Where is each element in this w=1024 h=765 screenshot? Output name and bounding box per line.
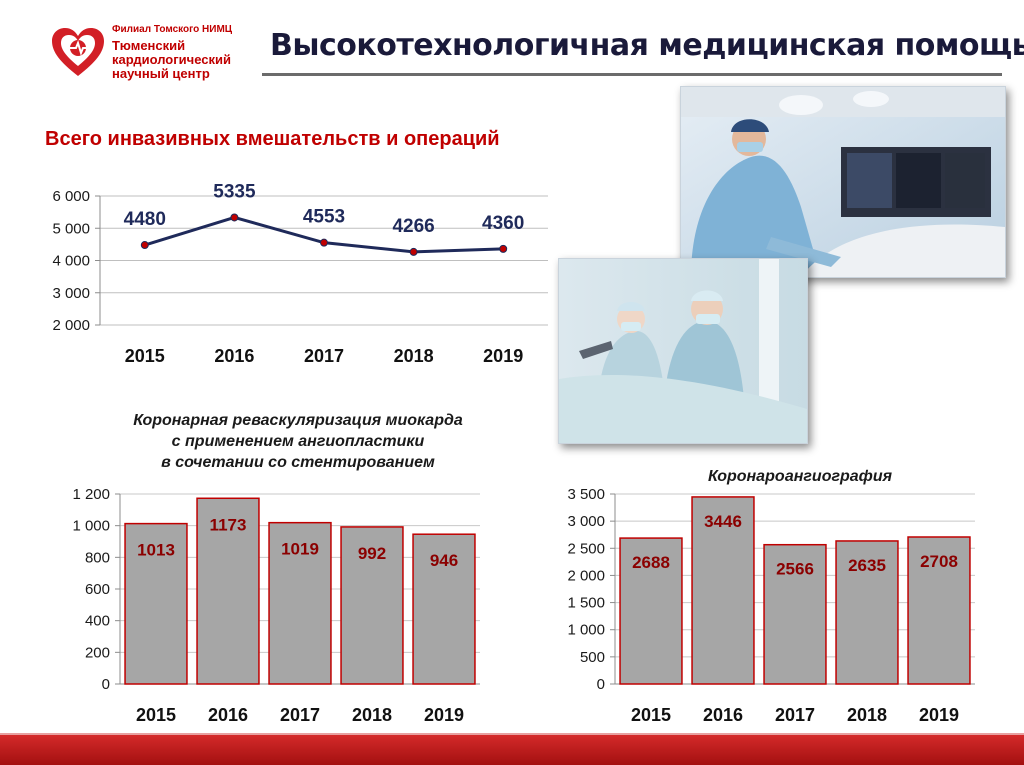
data-label: 946 (430, 551, 458, 570)
bar (268, 521, 332, 685)
y-tick-label: 1 500 (567, 595, 605, 612)
data-label: 1173 (210, 515, 247, 534)
y-tick-label: 1 200 (72, 486, 110, 503)
line-chart: 2 000 3 000 4 000 5 000 6 000 4480 5335 4553 426… (52, 181, 548, 366)
bar-chart-1-title-line: в сочетании со стентированием (161, 454, 435, 471)
x-tick-label: 2016 (703, 705, 743, 725)
bar-chart-2-title: Коронароангиография (707, 468, 893, 485)
logo-name: Тюменский кардиологический научный центр (112, 39, 231, 81)
y-tick-label: 0 (102, 676, 110, 693)
data-label: 4480 (124, 209, 166, 230)
x-tick-label: 2019 (919, 705, 959, 725)
y-tick-label: 3 000 (567, 513, 605, 530)
bar (196, 497, 260, 685)
data-point (320, 238, 328, 247)
data-label: 4553 (303, 207, 345, 228)
logo-name-line: Тюменский (112, 38, 186, 53)
data-label: 5335 (213, 181, 256, 202)
x-tick-label: 2019 (424, 705, 464, 725)
bar (835, 540, 899, 685)
bar-chart-coronary-revascularization: 0 200 400 600 800 1 000 1 200 1013 2015 1173 2016 1… (72, 486, 480, 725)
x-tick-label: 2018 (847, 705, 887, 725)
y-tick-label: 4 000 (52, 253, 90, 270)
surgery-image-icon (559, 259, 807, 443)
logo-name-line: научный центр (112, 66, 210, 81)
data-label: 1019 (281, 540, 319, 559)
bar (124, 522, 188, 685)
x-tick-label: 2016 (208, 705, 248, 725)
y-tick-label: 800 (85, 549, 110, 566)
x-tick-label: 2018 (352, 705, 392, 725)
bar (619, 537, 683, 685)
bar (412, 533, 476, 685)
logo-subtitle: Филиал Томского НИМЦ (112, 24, 233, 35)
x-tick-label: 2015 (125, 346, 165, 366)
surgery-photo-1 (680, 86, 1006, 278)
line-chart-title: Всего инвазивных вмешательств и операций (45, 128, 500, 150)
y-tick-label: 3 000 (52, 285, 90, 302)
bar-chart-1-title-line: Коронарная реваскуляризация миокарда (133, 412, 463, 429)
data-label: 4266 (392, 216, 434, 237)
x-tick-label: 2017 (304, 346, 344, 366)
y-tick-label: 2 000 (567, 567, 605, 584)
x-tick-label: 2015 (136, 705, 176, 725)
y-tick-label: 6 000 (52, 188, 90, 205)
heart-logo-icon (52, 28, 104, 76)
data-label: 3446 (704, 512, 742, 531)
x-tick-label: 2015 (631, 705, 671, 725)
x-tick-label: 2017 (280, 705, 320, 725)
surgery-image-icon (681, 87, 1005, 277)
x-tick-label: 2017 (775, 705, 815, 725)
y-tick-label: 600 (85, 581, 110, 598)
data-label: 4360 (482, 213, 524, 234)
surgery-photo-2 (558, 258, 808, 444)
bar-chart-coronary-angiography: 0 500 1 000 1 500 2 000 2 500 3 000 3 500 2688 20… (567, 486, 975, 725)
bar (907, 536, 971, 685)
footer-band (0, 735, 1024, 765)
bar-chart-1-title: Коронарная реваскуляризация миокарда с п… (60, 410, 536, 473)
bar (691, 496, 755, 685)
data-point (409, 247, 418, 256)
y-tick-label: 3 500 (567, 486, 605, 503)
data-point (230, 213, 239, 222)
data-point (140, 241, 149, 250)
x-tick-label: 2018 (394, 346, 434, 366)
y-tick-label: 200 (85, 644, 110, 661)
data-label: 992 (358, 544, 386, 563)
y-tick-label: 400 (85, 613, 110, 630)
data-label: 2566 (776, 560, 814, 579)
data-label: 2635 (848, 556, 886, 575)
page-title: Высокотехнологичная медицинская помощь (270, 28, 1024, 63)
data-point (499, 244, 508, 253)
x-tick-label: 2016 (214, 346, 254, 366)
header-divider (262, 73, 1002, 76)
data-label: 1013 (137, 541, 175, 560)
logo: Филиал Томского НИМЦ Тюменский кардиолог… (50, 22, 260, 92)
y-tick-label: 1 000 (567, 622, 605, 639)
data-label: 2708 (920, 552, 958, 571)
y-tick-label: 2 500 (567, 540, 605, 557)
bar (340, 526, 404, 685)
y-tick-label: 0 (597, 676, 605, 693)
bar-chart-1-title-line: с применением ангиопластики (171, 433, 425, 450)
footer-highlight (0, 733, 1024, 736)
logo-name-line: кардиологический (112, 52, 231, 67)
y-tick-label: 1 000 (72, 518, 110, 535)
y-tick-label: 500 (580, 649, 605, 666)
data-label: 2688 (632, 553, 670, 572)
y-tick-label: 5 000 (52, 220, 90, 237)
x-tick-label: 2019 (483, 346, 523, 366)
bar (763, 543, 827, 685)
y-tick-label: 2 000 (52, 317, 90, 334)
